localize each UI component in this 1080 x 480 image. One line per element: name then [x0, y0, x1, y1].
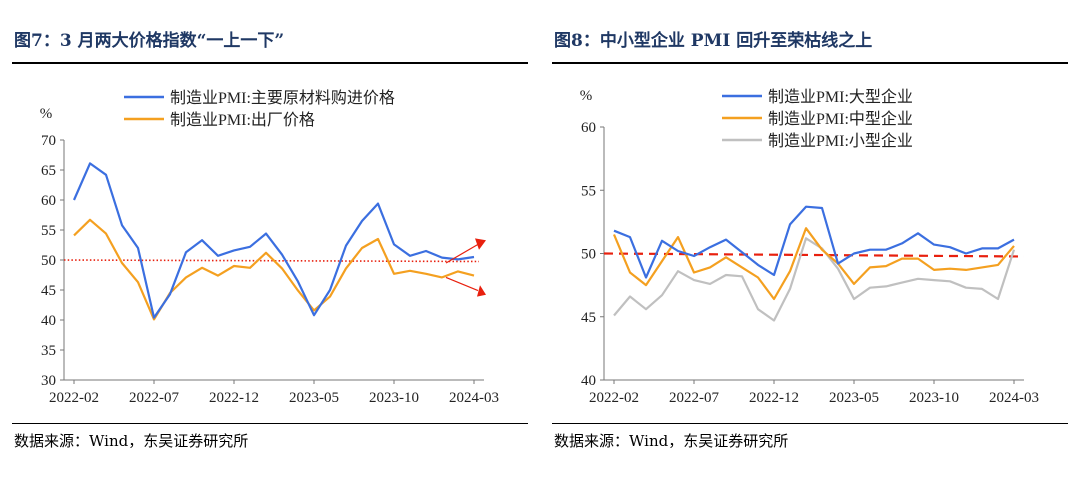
y-tick-label: 60: [581, 120, 596, 136]
series-line-1: [73, 218, 475, 321]
title-divider: [552, 62, 1068, 64]
series-line-0: [72, 162, 475, 319]
source-divider: [552, 423, 1068, 424]
x-tick-label: 2024-03: [989, 390, 1039, 406]
y-tick-label: 70: [41, 133, 56, 149]
y-tick-label: 45: [41, 283, 56, 299]
source-divider: [12, 423, 528, 424]
legend-label: 制造业PMI:出厂价格: [170, 111, 315, 129]
y-tick-label: 45: [581, 310, 596, 326]
y-tick-label: 40: [41, 313, 56, 329]
x-tick-label: 2022-07: [669, 390, 719, 406]
reference-line-50: [63, 259, 480, 263]
y-tick-label: 35: [41, 343, 56, 359]
y-tick-label: 55: [41, 223, 56, 239]
y-tick-label: 65: [41, 163, 56, 179]
arrow-up-icon: [445, 238, 486, 264]
legend-label: 制造业PMI:主要原材料购进价格: [170, 89, 395, 107]
x-tick-label: 2022-12: [209, 390, 259, 406]
source-note: 数据来源：Wind，东吴证券研究所: [14, 432, 249, 450]
chart-panel-fig8: 图8：中小型企业 PMI 回升至荣枯线之上 40 45 50 55 60% 2022-02…: [552, 0, 1068, 480]
title-divider: [12, 62, 528, 64]
legend-label: 制造业PMI:小型企业: [768, 132, 913, 150]
y-tick-label: 60: [41, 193, 56, 209]
y-tick-label: 55: [581, 183, 596, 199]
reference-line-50: [603, 252, 1025, 258]
source-note: 数据来源：Wind，东吴证券研究所: [554, 432, 789, 450]
chart-fig8: 40 45 50 55 60% 2022-02 2022-07 2022-12 2023-05 2…: [580, 88, 1039, 406]
arrow-down-icon: [445, 276, 486, 297]
chart-panel-fig7: 图7：3 月两大价格指数“一上一下” 30 35 40 45 50 55 60 65 70% 20…: [12, 0, 528, 480]
legend-label: 制造业PMI:大型企业: [768, 88, 913, 106]
y-axis-unit: %: [40, 106, 53, 122]
x-tick-label: 2022-02: [589, 390, 639, 406]
series-line-1: [612, 227, 1015, 301]
x-tick-label: 2023-05: [289, 390, 339, 406]
x-tick-label: 2023-10: [369, 390, 419, 406]
series-line-0: [613, 205, 1015, 279]
x-tick-label: 2023-10: [909, 390, 959, 406]
legend-label: 制造业PMI:中型企业: [768, 110, 913, 128]
y-tick-label: 40: [581, 373, 596, 389]
x-tick-label: 2022-12: [749, 390, 799, 406]
chart-fig7: 30 35 40 45 50 55 60 65 70% 2022-02 2022-07 2022-12…: [40, 89, 499, 406]
x-tick-label: 2022-02: [49, 390, 99, 406]
x-tick-label: 2024-03: [449, 390, 499, 406]
y-tick-label: 50: [41, 253, 56, 269]
x-tick-label: 2023-05: [829, 390, 879, 406]
chart-title: 图8：中小型企业 PMI 回升至荣枯线之上: [554, 31, 873, 51]
x-tick-label: 2022-07: [129, 390, 179, 406]
y-tick-label: 50: [581, 247, 596, 263]
y-tick-label: 30: [41, 373, 56, 389]
y-axis-unit: %: [580, 88, 593, 104]
chart-title: 图7：3 月两大价格指数“一上一下”: [14, 31, 285, 51]
series-line-2: [613, 237, 1016, 322]
